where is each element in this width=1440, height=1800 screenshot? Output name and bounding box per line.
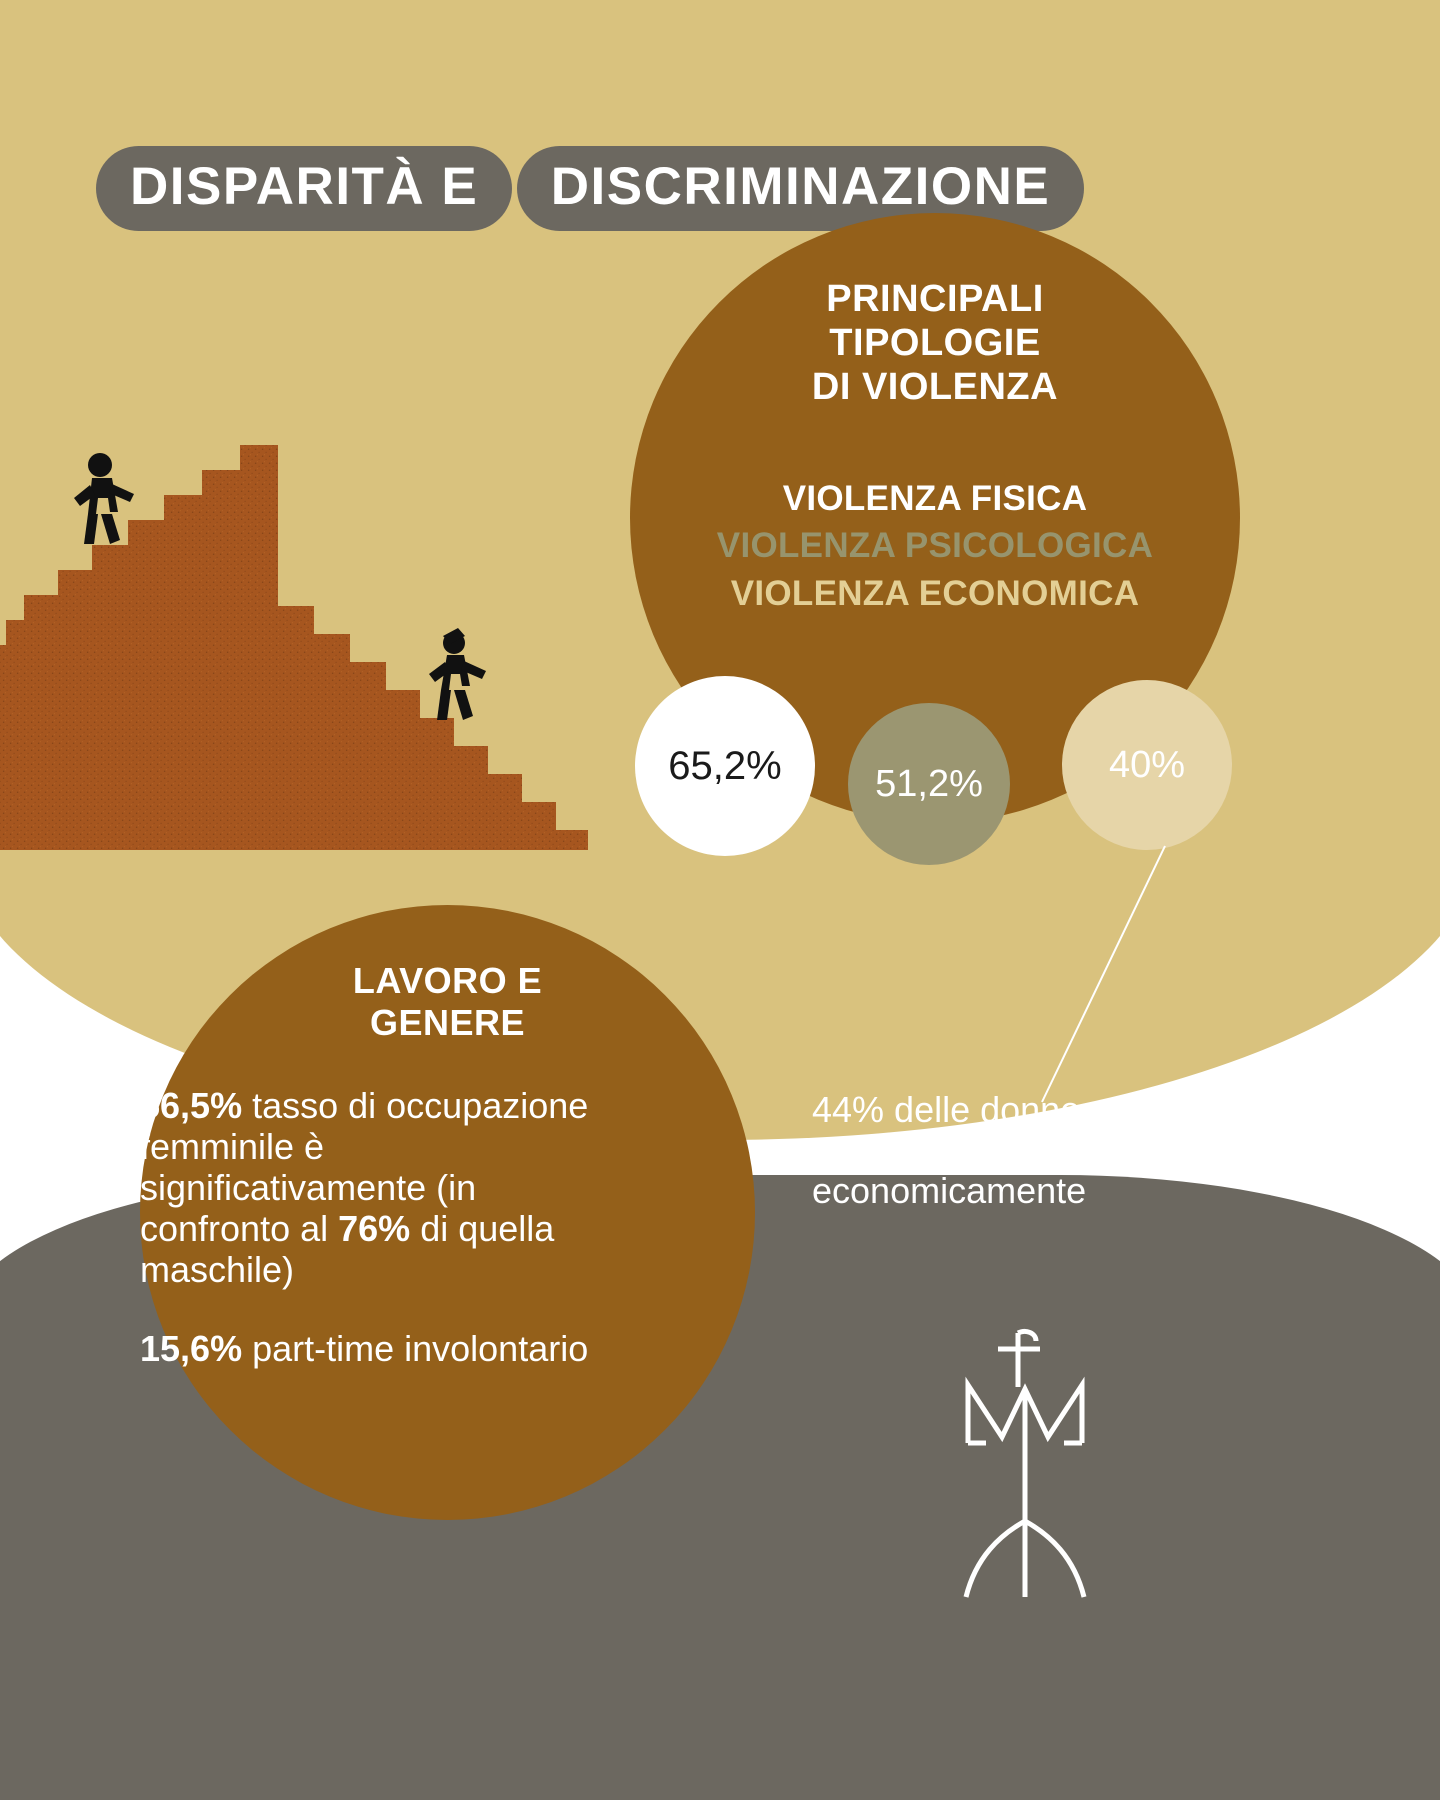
fm-monogram-logo [940, 1325, 1110, 1605]
violence-heading: PRINCIPALI TIPOLOGIE DI VIOLENZA [630, 277, 1240, 409]
work-stat-parttime: 15,6% part-time involontario [140, 1328, 610, 1369]
work-stat-employment-value: 56,5% [140, 1085, 243, 1126]
violence-type-list: VIOLENZA FISICA VIOLENZA PSICOLOGICA VIO… [630, 475, 1240, 617]
stat-bubble-psychological: 51,2% [848, 703, 1010, 865]
economic-note-line2: non è autonoma [812, 1129, 1073, 1171]
violence-heading-line3: DI VIOLENZA [811, 366, 1059, 409]
page-title: DISPARITÀ E DISCRIMINAZIONE [96, 132, 1085, 231]
figure-left [74, 453, 134, 544]
work-stats-text: 56,5% tasso di occupazione femminile è s… [140, 1085, 610, 1369]
economic-note-line3: economicamente [812, 1169, 1087, 1211]
violence-type-physical: VIOLENZA FISICA [782, 479, 1088, 518]
work-heading-line1: LAVORO E [352, 960, 543, 1001]
work-stat-male-text: di quella maschile) [140, 1208, 555, 1291]
work-heading: LAVORO E GENERE [140, 960, 755, 1045]
work-stat-employment: 56,5% tasso di occupazione femminile è s… [140, 1085, 610, 1290]
work-stat-male-value: 76% [338, 1208, 411, 1250]
violence-type-psychological: VIOLENZA PSICOLOGICA [716, 526, 1154, 566]
stat-bubble-economic: 40% [1062, 680, 1232, 850]
violence-type-economic: VIOLENZA ECONOMICA [730, 573, 1140, 613]
stairs-illustration [0, 440, 588, 850]
economic-note-line1: 44% delle donne [812, 1089, 1081, 1130]
work-stat-employment-text: tasso di occupazione femminile è signifi… [140, 1085, 589, 1250]
text-spacer [140, 1290, 610, 1328]
work-gender-circle: LAVORO E GENERE [140, 905, 755, 1520]
work-heading-line2: GENERE [369, 1002, 526, 1044]
work-stat-parttime-text: part-time involontario [242, 1328, 589, 1370]
connector-line [1020, 840, 1180, 1110]
title-badge-line2: DISCRIMINAZIONE [516, 146, 1085, 231]
violence-heading-line1: PRINCIPALI [826, 278, 1044, 320]
title-badge-line1: DISPARITÀ E [96, 146, 513, 231]
economic-autonomy-note: 44% delle donne non è autonoma economica… [812, 1089, 1212, 1211]
stat-bubble-physical: 65,2% [635, 676, 815, 856]
violence-heading-line2: TIPOLOGIE [829, 322, 1041, 365]
work-stat-parttime-value: 15,6% [140, 1328, 243, 1370]
figure-right [429, 628, 486, 720]
